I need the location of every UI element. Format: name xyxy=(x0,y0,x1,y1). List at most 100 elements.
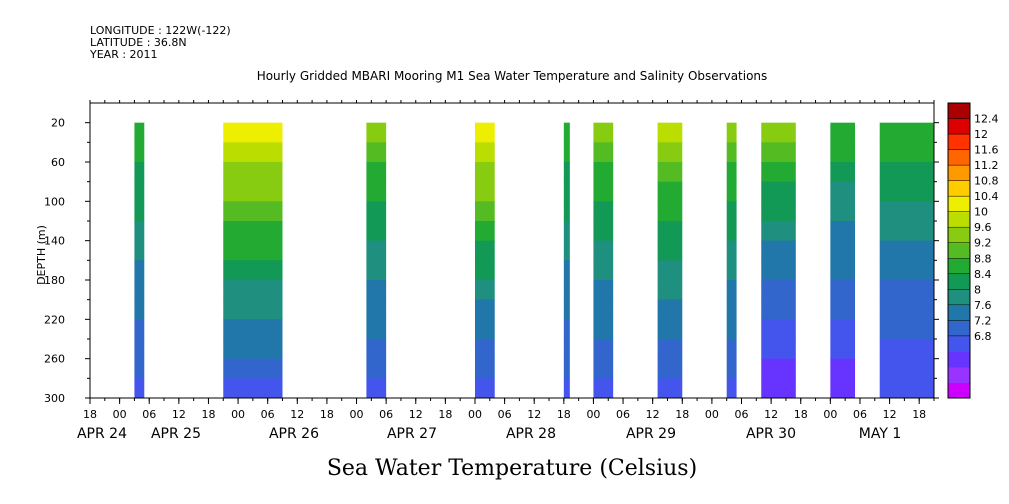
hour-tick-label: 00 xyxy=(823,408,837,421)
depth-band xyxy=(474,162,495,183)
hour-tick-label: 12 xyxy=(527,408,541,421)
depth-band xyxy=(761,339,796,360)
depth-band xyxy=(726,240,737,261)
depth-band xyxy=(366,122,387,143)
chart-title: Hourly Gridded MBARI Mooring M1 Sea Wate… xyxy=(257,69,768,83)
colorbar-label: 7.2 xyxy=(974,314,992,327)
depth-band xyxy=(830,142,856,163)
hour-tick-label: 06 xyxy=(616,408,630,421)
depth-band xyxy=(879,260,934,281)
hour-tick-label: 18 xyxy=(320,408,334,421)
date-label: APR 27 xyxy=(387,426,437,442)
hour-tick-label: 18 xyxy=(675,408,689,421)
depth-band xyxy=(726,319,737,340)
colorbar-label: 10.8 xyxy=(974,175,999,188)
depth-band xyxy=(474,240,495,261)
data-segment-10 xyxy=(879,122,934,399)
depth-band xyxy=(223,221,283,242)
depth-band xyxy=(474,260,495,281)
depth-band xyxy=(134,280,145,301)
longitude-label: LONGITUDE : 122W(-122) xyxy=(90,24,231,37)
depth-band xyxy=(134,221,145,242)
depth-band xyxy=(563,201,570,222)
colorbar-swatch xyxy=(948,242,970,259)
depth-band xyxy=(593,240,614,261)
colorbar-swatch xyxy=(948,351,970,368)
hour-tick-label: 18 xyxy=(557,408,571,421)
depth-band xyxy=(830,358,856,379)
depth-band xyxy=(366,181,387,202)
depth-band xyxy=(474,378,495,399)
data-segment-1 xyxy=(223,122,283,399)
depth-band xyxy=(879,201,934,222)
depth-tick-label: 220 xyxy=(44,313,65,326)
data-segment-6 xyxy=(657,122,683,399)
depth-band xyxy=(134,260,145,281)
hour-tick-label: 12 xyxy=(764,408,778,421)
depth-band xyxy=(593,358,614,379)
depth-band xyxy=(223,162,283,183)
depth-band xyxy=(223,181,283,202)
depth-band xyxy=(657,122,683,143)
depth-band xyxy=(593,181,614,202)
depth-band xyxy=(366,339,387,360)
depth-band xyxy=(879,319,934,340)
depth-band xyxy=(563,122,570,143)
depth-tick-label: 20 xyxy=(51,117,65,130)
depth-band xyxy=(474,358,495,379)
time-axis: 18 00 06 12 18 00 06 12 18 00 06 12 18 00 06 12 18 00 06 12… xyxy=(77,398,926,442)
depth-band xyxy=(879,162,934,183)
depth-band xyxy=(593,339,614,360)
depth-band xyxy=(879,122,934,143)
depth-band xyxy=(223,319,283,340)
colorbar-swatch xyxy=(948,335,970,352)
depth-band xyxy=(830,201,856,222)
hour-tick-label: 18 xyxy=(83,408,97,421)
hour-tick-label: 12 xyxy=(290,408,304,421)
depth-band xyxy=(726,142,737,163)
depth-band xyxy=(726,221,737,242)
depth-band xyxy=(830,378,856,399)
depth-band xyxy=(761,181,796,202)
depth-band xyxy=(761,280,796,301)
depth-band xyxy=(134,181,145,202)
depth-band xyxy=(879,280,934,301)
depth-band xyxy=(223,280,283,301)
colorbar-swatch xyxy=(948,165,970,182)
colorbar-swatch xyxy=(948,196,970,213)
depth-band xyxy=(366,319,387,340)
depth-tick-label: 260 xyxy=(44,353,65,366)
plot-border xyxy=(89,102,935,399)
depth-band xyxy=(761,221,796,242)
variable-title: Sea Water Temperature (Celsius) xyxy=(327,456,697,481)
depth-band xyxy=(726,201,737,222)
depth-band xyxy=(563,358,570,379)
depth-band xyxy=(657,358,683,379)
depth-band xyxy=(830,162,856,183)
depth-band xyxy=(366,162,387,183)
date-label: APR 25 xyxy=(151,426,201,442)
depth-band xyxy=(223,299,283,320)
hour-tick-label: 12 xyxy=(172,408,186,421)
depth-band xyxy=(879,181,934,202)
depth-band xyxy=(830,181,856,202)
depth-band xyxy=(657,142,683,163)
depth-band xyxy=(563,142,570,163)
depth-band xyxy=(593,319,614,340)
date-label: APR 24 xyxy=(77,426,127,442)
depth-band xyxy=(134,319,145,340)
plot-frame xyxy=(89,100,935,401)
hour-tick-label: 00 xyxy=(113,408,127,421)
date-label: MAY 1 xyxy=(859,426,901,442)
hour-tick-label: 06 xyxy=(735,408,749,421)
depth-band xyxy=(474,142,495,163)
depth-band xyxy=(366,358,387,379)
depth-band xyxy=(726,122,737,143)
colorbar: 12.4 12 11.6 11.2 10.8 10.4 10 9.6 9.2 8.8 8.4 8 7.6… xyxy=(947,102,999,399)
depth-band xyxy=(830,319,856,340)
colorbar-swatch xyxy=(948,273,970,290)
colorbar-swatch xyxy=(948,258,970,275)
hour-tick-label: 00 xyxy=(468,408,482,421)
depth-band xyxy=(134,240,145,261)
depth-band xyxy=(830,260,856,281)
